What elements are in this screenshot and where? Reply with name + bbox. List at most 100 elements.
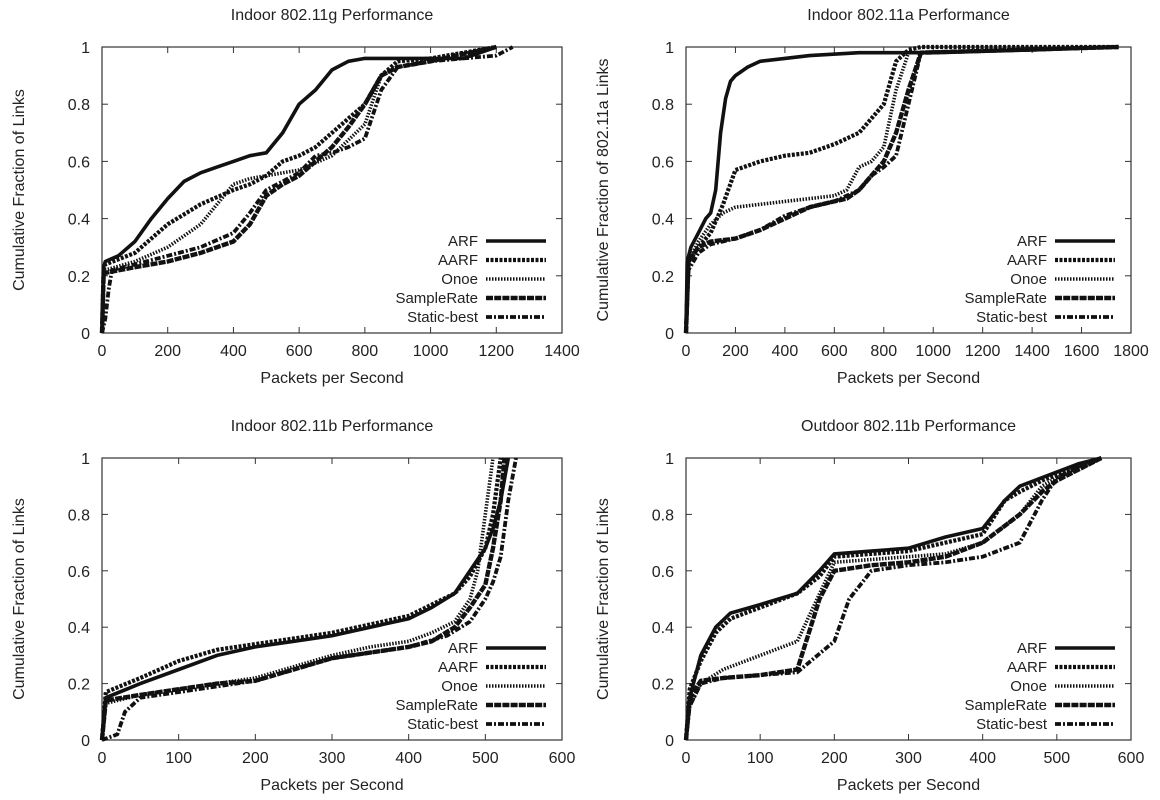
y-tick-label: 0.2: [68, 677, 90, 694]
series-line-samplerate: [99, 44, 497, 334]
plot-frame: [101, 46, 563, 334]
y-tick-label: 1: [665, 40, 674, 57]
y-axis-label: Cumulative Fraction of Links: [11, 89, 28, 291]
x-tick-label: 400: [220, 343, 247, 360]
y-tick-label: 0.8: [652, 97, 674, 114]
chart-panel-4: Outdoor 802.11b Performance 0 100 200 300 400…: [595, 418, 1144, 794]
x-tick-label: 0: [98, 343, 107, 360]
y-tick-label: 0.6: [68, 154, 90, 171]
y-tick-label: 0.6: [652, 564, 674, 581]
y-tick-label: 0: [665, 733, 674, 750]
legend-label: SampleRate: [964, 697, 1047, 714]
x-tick-label: 200: [722, 343, 749, 360]
y-tick-label: 0.4: [68, 620, 90, 637]
y-tick-label: 0.2: [68, 269, 90, 286]
x-tick-label: 400: [969, 750, 996, 767]
y-tick-label: 0.4: [652, 212, 674, 229]
x-axis-label: Packets per Second: [260, 777, 403, 794]
chart-panel-3: Indoor 802.11b Performance 0 100 200 300 400 5…: [11, 418, 575, 794]
x-tick-label: 300: [895, 750, 922, 767]
legend-label: SampleRate: [395, 290, 478, 307]
x-tick-label: 600: [286, 343, 313, 360]
series-line-samplerate: [683, 44, 1119, 334]
y-tick-label: 0.6: [652, 154, 674, 171]
x-tick-label: 0: [98, 750, 107, 767]
x-tick-label: 200: [154, 343, 181, 360]
x-tick-label: 0: [682, 750, 691, 767]
legend-label: ARF: [1017, 233, 1047, 250]
y-tick-label: 0: [81, 326, 90, 343]
x-tick-label: 200: [821, 750, 848, 767]
y-tick-label: 0.8: [652, 507, 674, 524]
y-tick-label: 0.4: [652, 620, 674, 637]
x-tick-label: 600: [1118, 750, 1145, 767]
legend-label: ARF: [1017, 640, 1047, 657]
series-line-aarf: [683, 456, 1103, 741]
chart-panel-2: Indoor 802.11a Performance 0 200 400 600 800 1…: [595, 7, 1149, 387]
x-tick-label: 1600: [1064, 343, 1100, 360]
y-tick-label: 0.2: [652, 269, 674, 286]
legend-label: Static-best: [976, 716, 1048, 733]
x-tick-label: 800: [352, 343, 379, 360]
y-axis-label: Cumulative Fraction of 802.11a Links: [595, 59, 612, 322]
series-line-onoe: [100, 457, 495, 741]
x-tick-label: 0: [682, 343, 691, 360]
x-tick-label: 600: [549, 750, 576, 767]
x-tick-label: 500: [1043, 750, 1070, 767]
x-tick-label: 200: [242, 750, 269, 767]
legend-label: Onoe: [1010, 271, 1047, 288]
legend-label: SampleRate: [964, 290, 1047, 307]
plot-frame: [101, 457, 563, 741]
x-tick-label: 800: [870, 343, 897, 360]
x-tick-label: 100: [747, 750, 774, 767]
x-tick-label: 1800: [1113, 343, 1149, 360]
legend-label: SampleRate: [395, 697, 478, 714]
x-tick-label: 1400: [1014, 343, 1050, 360]
x-tick-label: 100: [165, 750, 192, 767]
series-line-onoe: [684, 45, 1119, 334]
x-axis-label: Packets per Second: [837, 370, 980, 387]
chart-title: Indoor 802.11g Performance: [231, 7, 434, 24]
legend-label: AARF: [1007, 659, 1047, 676]
x-tick-label: 600: [821, 343, 848, 360]
y-axis-label: Cumulative Fraction of Links: [11, 498, 28, 700]
series-line-onoe: [684, 456, 1103, 741]
legend-label: ARF: [448, 233, 478, 250]
y-tick-label: 1: [665, 451, 674, 468]
legend-label: AARF: [438, 659, 478, 676]
chart-title: Outdoor 802.11b Performance: [801, 418, 1016, 435]
y-tick-label: 1: [81, 40, 90, 57]
y-tick-label: 0.8: [68, 97, 90, 114]
legend-label: Onoe: [441, 271, 478, 288]
y-tick-label: 0.2: [652, 677, 674, 694]
legend-label: AARF: [1007, 252, 1047, 269]
y-tick-label: 0.4: [68, 212, 90, 229]
series-line-static-best: [684, 45, 1119, 334]
series-line-static-best: [101, 457, 518, 742]
legend-label: Onoe: [1010, 678, 1047, 695]
series-line-static-best: [684, 456, 1102, 741]
legend-label: Static-best: [407, 309, 479, 326]
series-line-arf: [684, 456, 1102, 741]
y-axis-label: Cumulative Fraction of Links: [595, 498, 612, 700]
legend-label: ARF: [448, 640, 478, 657]
series-line-aarf: [683, 44, 1119, 334]
legend-label: AARF: [438, 252, 478, 269]
x-tick-label: 1200: [478, 343, 514, 360]
x-tick-label: 1000: [413, 343, 449, 360]
y-tick-label: 0: [81, 733, 90, 750]
x-tick-label: 400: [772, 343, 799, 360]
series-line-samplerate: [99, 457, 507, 741]
x-axis-label: Packets per Second: [260, 370, 403, 387]
x-tick-label: 1400: [544, 343, 580, 360]
series-line-static-best: [100, 45, 514, 334]
legend-label: Onoe: [441, 678, 478, 695]
series-line-arf: [100, 45, 497, 334]
series-line-aarf: [99, 457, 503, 741]
x-tick-label: 500: [472, 750, 499, 767]
x-tick-label: 300: [319, 750, 346, 767]
x-tick-label: 1000: [915, 343, 951, 360]
legend-label: Static-best: [407, 716, 479, 733]
chart-title: Indoor 802.11a Performance: [807, 7, 1010, 24]
